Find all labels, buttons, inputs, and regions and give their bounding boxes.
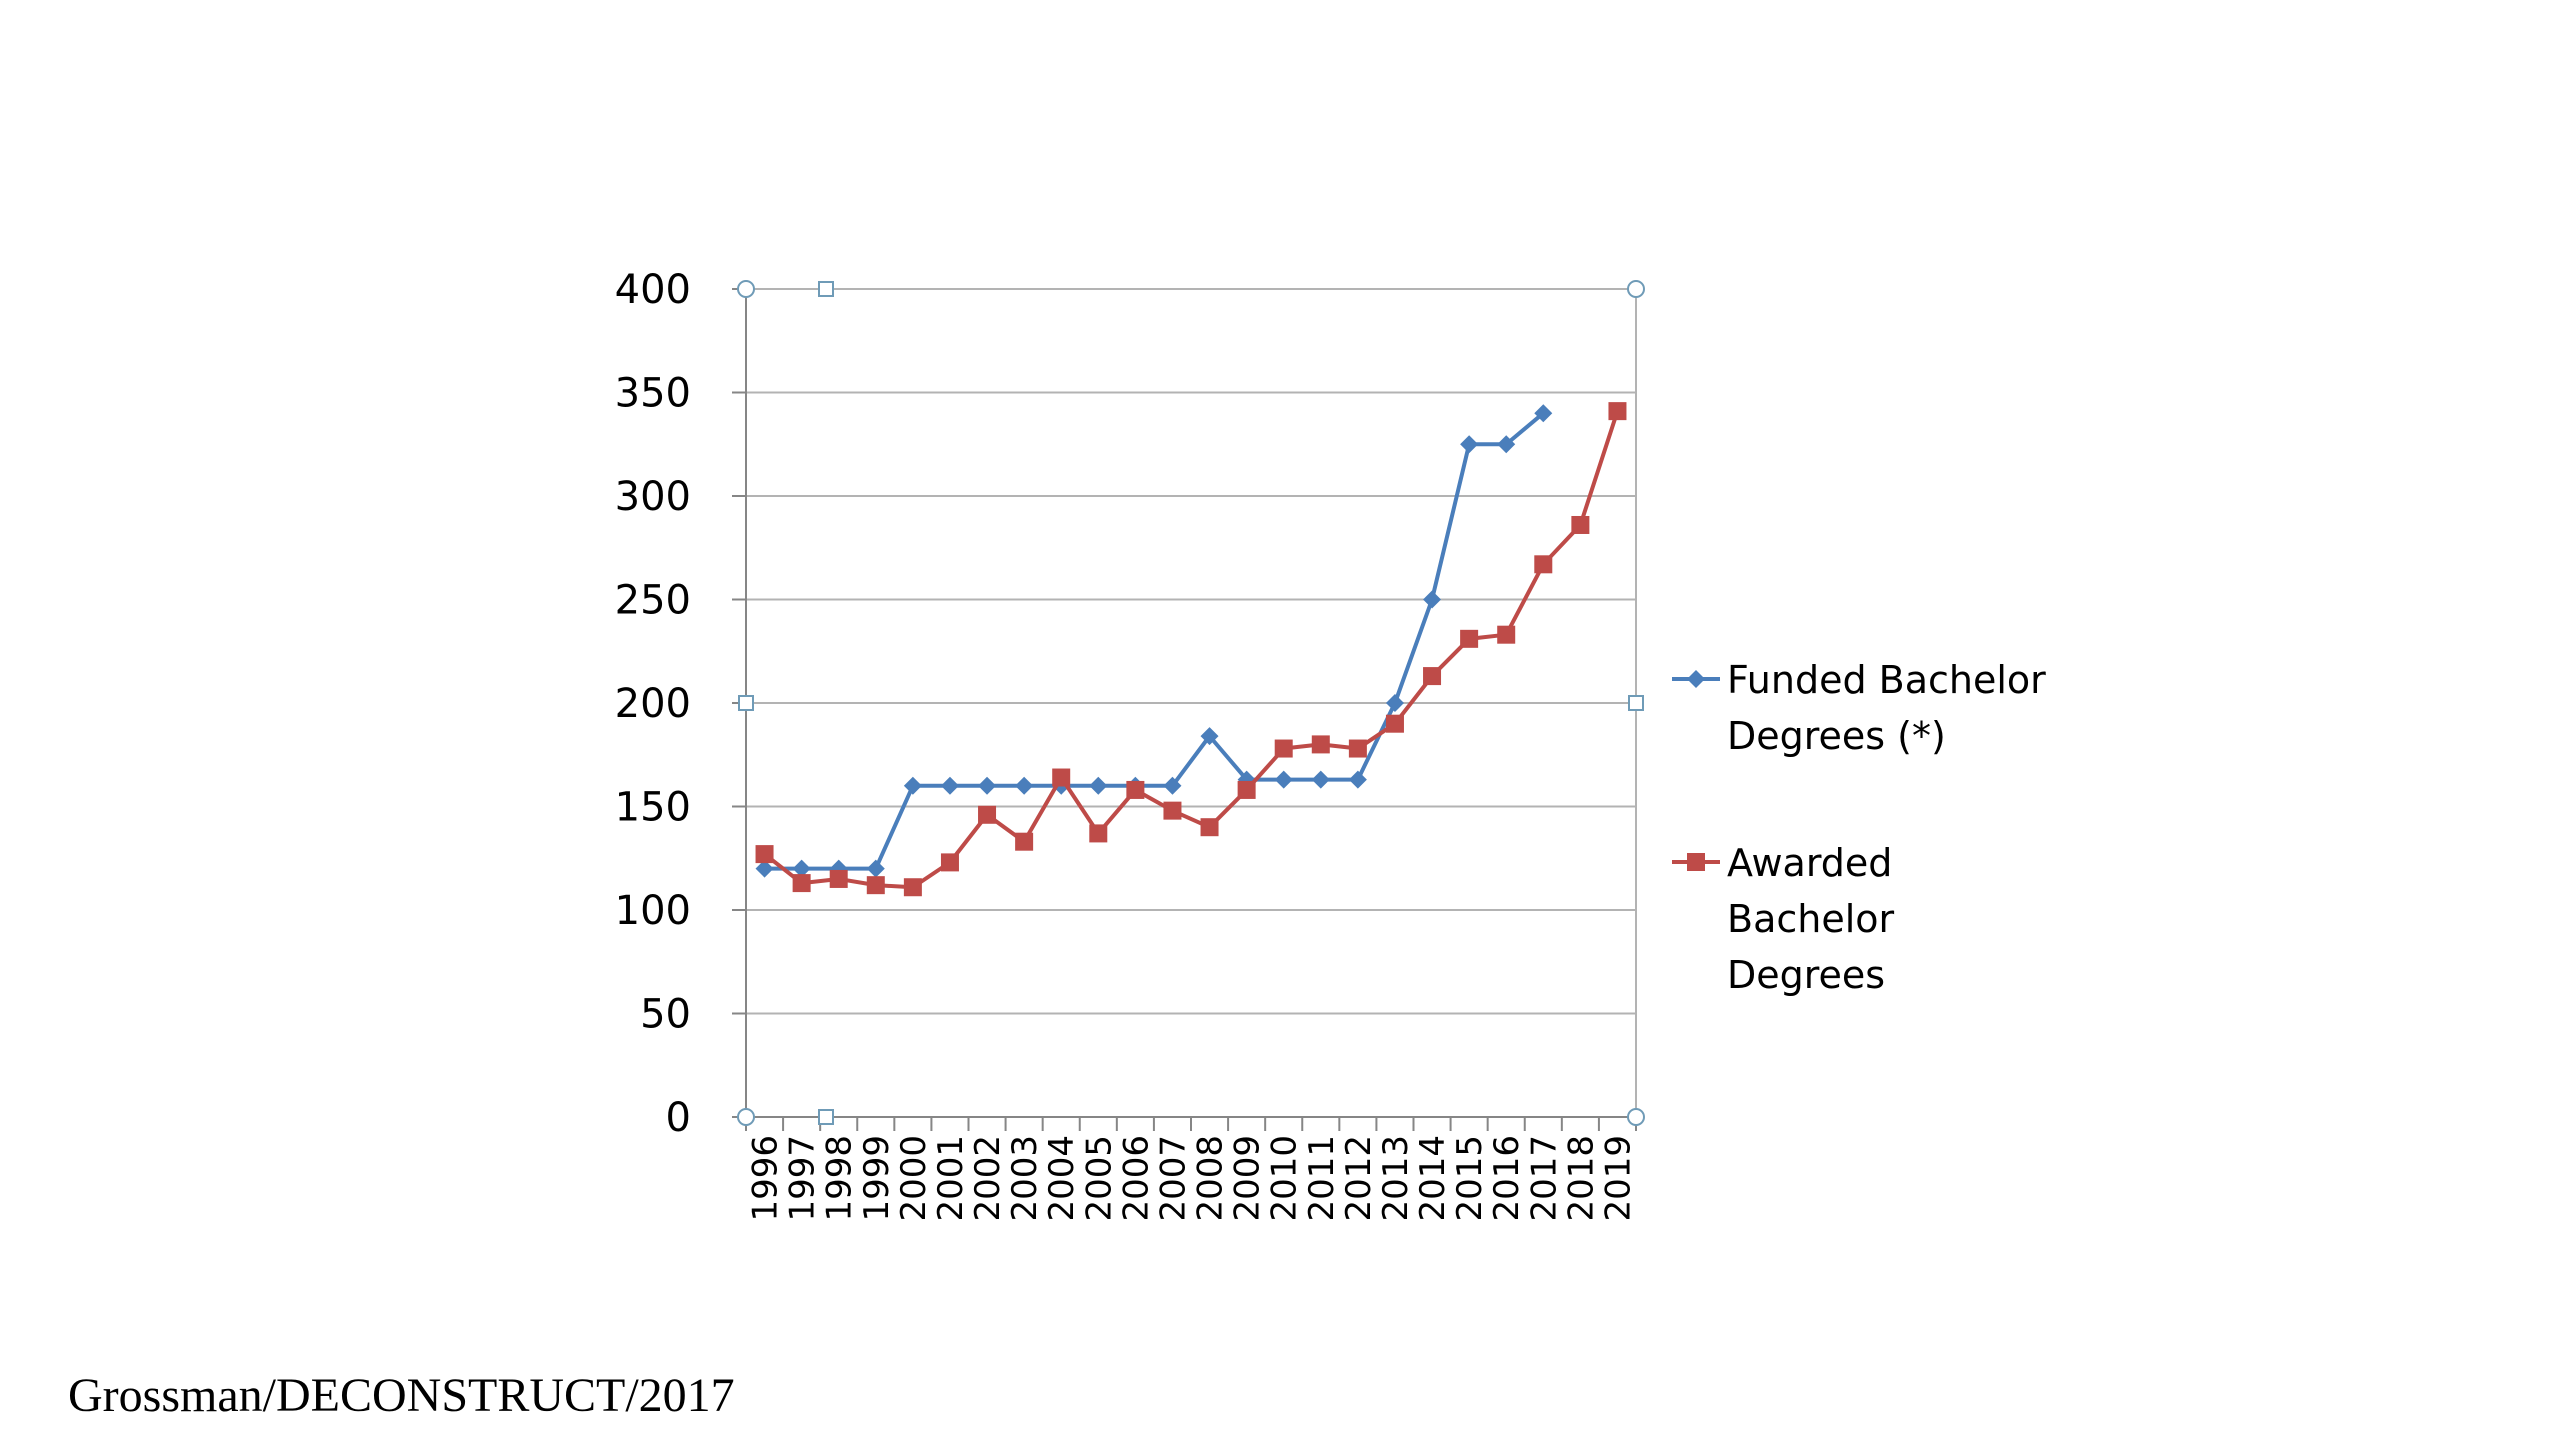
data-point-awarded <box>978 805 997 824</box>
data-point-awarded <box>940 853 959 872</box>
x-tick-label: 2012 <box>1339 1135 1379 1222</box>
data-point-awarded <box>903 878 922 897</box>
legend-label-funded: Funded Bachelor <box>1727 658 2046 702</box>
data-point-funded <box>903 776 922 795</box>
selection-handle <box>1628 695 1644 711</box>
data-point-awarded <box>829 869 848 888</box>
data-point-awarded <box>1237 780 1256 799</box>
legend-label-awarded: Bachelor <box>1727 897 1895 941</box>
x-tick-label: 2003 <box>1005 1135 1045 1222</box>
data-point-funded <box>1015 776 1034 795</box>
x-tick-label: 2015 <box>1450 1135 1490 1222</box>
y-tick-label: 400 <box>615 267 691 313</box>
legend-label-funded: Degrees (*) <box>1727 714 1946 758</box>
x-tick-label: 2006 <box>1116 1135 1156 1222</box>
data-point-awarded <box>1126 780 1145 799</box>
data-point-awarded <box>1460 629 1479 648</box>
data-point-awarded <box>1052 768 1071 787</box>
y-tick-label: 50 <box>640 992 691 1038</box>
y-tick-label: 0 <box>666 1095 691 1141</box>
x-tick-label: 2004 <box>1042 1135 1082 1222</box>
x-tick-label: 1997 <box>783 1135 823 1222</box>
data-point-awarded <box>1163 801 1182 820</box>
data-point-awarded <box>792 874 811 893</box>
data-point-awarded <box>1274 739 1293 758</box>
x-tick-label: 2017 <box>1524 1135 1564 1222</box>
data-point-funded <box>866 859 885 878</box>
selection-handle <box>737 280 755 298</box>
data-point-funded <box>1274 770 1293 789</box>
data-point-funded <box>755 859 774 878</box>
y-tick-label: 250 <box>615 578 691 624</box>
data-point-funded <box>1163 776 1182 795</box>
y-tick-label: 150 <box>615 785 691 831</box>
x-tick-label: 1998 <box>820 1135 860 1222</box>
x-tick-label: 2016 <box>1487 1135 1527 1222</box>
legend-label-awarded: Degrees <box>1727 953 1885 997</box>
x-tick-label: 2010 <box>1265 1135 1305 1222</box>
x-tick-label: 1999 <box>857 1135 897 1222</box>
x-tick-label: 2001 <box>931 1135 971 1222</box>
data-point-funded <box>1200 727 1219 746</box>
data-point-awarded <box>1423 667 1442 686</box>
data-point-awarded <box>1348 739 1367 758</box>
x-tick-label: 2014 <box>1413 1135 1453 1222</box>
data-point-funded <box>1385 694 1404 712</box>
data-point-funded <box>792 859 811 878</box>
series-line-awarded <box>763 410 1620 890</box>
y-tick-label: 100 <box>615 888 691 934</box>
selection-handle <box>1627 280 1645 298</box>
data-point-funded <box>1534 404 1553 423</box>
x-tick-label: 1996 <box>746 1135 786 1222</box>
selection-handle <box>1627 1108 1645 1126</box>
data-point-awarded <box>1089 824 1108 843</box>
selection-handle <box>818 281 834 297</box>
data-point-awarded <box>866 876 885 895</box>
legend-label-awarded: Awarded <box>1727 841 1892 885</box>
x-tick-label: 2002 <box>968 1135 1008 1222</box>
x-tick-label: 2013 <box>1376 1135 1416 1222</box>
data-point-awarded <box>1015 832 1034 851</box>
credit-text: Grossman/DECONSTRUCT/2017 <box>68 1369 735 1422</box>
data-point-funded <box>940 776 959 795</box>
data-point-funded <box>1460 435 1479 454</box>
y-tick-label: 350 <box>615 371 691 417</box>
legend-marker-awarded <box>1687 853 1705 871</box>
data-point-awarded <box>1608 402 1627 421</box>
data-point-awarded <box>1200 818 1219 837</box>
data-point-awarded <box>1385 714 1404 733</box>
data-point-funded <box>1089 776 1108 795</box>
selection-handle <box>738 695 754 711</box>
x-tick-label: 2008 <box>1191 1135 1231 1222</box>
data-point-awarded <box>1534 555 1553 574</box>
legend-marker-funded <box>1687 670 1705 688</box>
data-point-funded <box>1497 435 1516 454</box>
data-point-awarded <box>755 845 774 864</box>
x-tick-label: 2011 <box>1302 1135 1342 1222</box>
series-line-funded <box>764 411 1545 871</box>
y-tick-label: 300 <box>615 474 691 520</box>
x-tick-label: 2005 <box>1079 1135 1119 1222</box>
data-point-funded <box>978 776 997 795</box>
y-tick-label: 200 <box>615 681 691 727</box>
selection-handle <box>818 1109 834 1125</box>
data-point-funded <box>1348 770 1367 789</box>
data-point-awarded <box>1571 515 1590 534</box>
data-point-awarded <box>1497 625 1516 644</box>
selection-handle <box>737 1108 755 1126</box>
data-point-funded <box>1311 770 1330 789</box>
data-point-awarded <box>1311 735 1330 754</box>
x-tick-label: 2000 <box>894 1135 934 1222</box>
x-tick-label: 2009 <box>1228 1135 1268 1222</box>
x-tick-label: 2007 <box>1153 1135 1193 1222</box>
x-tick-label: 2018 <box>1561 1135 1601 1222</box>
data-point-funded <box>1423 590 1442 609</box>
x-tick-label: 2019 <box>1598 1135 1638 1222</box>
